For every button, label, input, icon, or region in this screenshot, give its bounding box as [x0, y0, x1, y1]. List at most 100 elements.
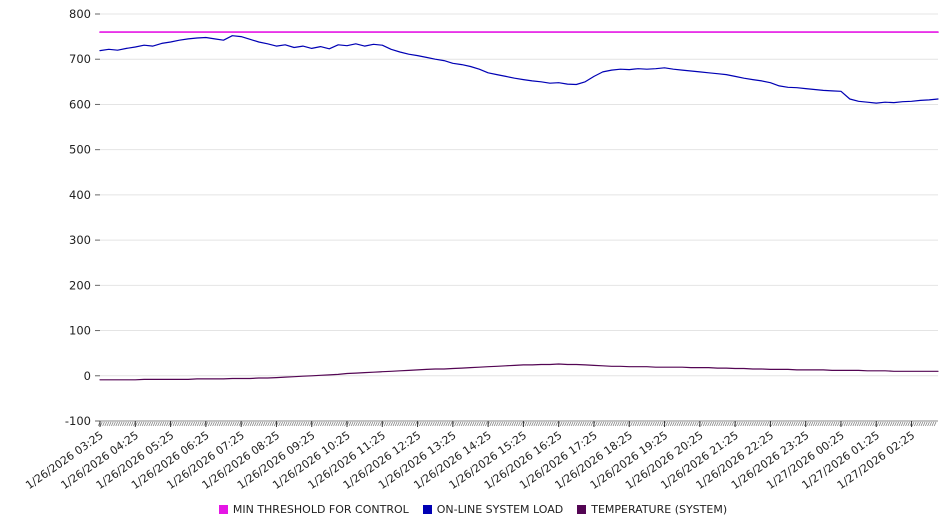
x-axis-minor-tick	[584, 421, 587, 427]
x-axis-minor-tick	[654, 421, 657, 427]
x-axis-minor-tick	[713, 421, 717, 427]
x-axis-minor-tick	[128, 421, 132, 427]
x-axis-minor-tick	[843, 421, 847, 427]
x-axis-minor-tick	[218, 421, 222, 427]
x-axis-minor-tick	[216, 421, 220, 427]
x-axis-minor-tick	[194, 421, 198, 427]
x-axis-minor-tick	[656, 421, 660, 427]
x-axis-minor-tick	[773, 421, 776, 427]
x-axis-minor-tick	[361, 421, 365, 427]
x-axis-minor-tick	[344, 421, 347, 427]
x-axis-minor-tick	[480, 421, 484, 427]
x-axis-minor-tick	[509, 421, 512, 427]
x-axis-minor-tick	[771, 421, 774, 427]
x-axis-minor-tick	[469, 421, 473, 427]
x-axis-minor-tick	[126, 421, 129, 427]
x-axis-minor-tick	[933, 421, 937, 427]
x-axis-minor-tick	[271, 421, 275, 427]
x-axis-minor-tick	[273, 421, 277, 427]
x-axis-minor-tick	[104, 421, 107, 427]
x-axis-minor-tick	[799, 421, 803, 427]
x-axis-minor-tick	[106, 421, 110, 427]
x-axis-minor-tick	[542, 421, 545, 427]
x-axis-minor-tick	[117, 421, 121, 427]
x-axis-minor-tick	[355, 421, 358, 427]
x-axis-minor-tick	[755, 421, 759, 427]
x-axis-minor-tick	[375, 421, 378, 427]
x-axis-minor-tick	[661, 421, 664, 427]
x-axis-minor-tick	[458, 421, 462, 427]
x-axis-minor-tick	[625, 421, 629, 427]
x-axis-minor-tick	[441, 421, 444, 427]
y-tick-label: 300	[69, 233, 91, 247]
x-axis-minor-tick	[823, 421, 827, 427]
x-axis-minor-tick	[889, 421, 893, 427]
x-axis-minor-tick	[254, 421, 257, 427]
x-axis-minor-tick	[141, 421, 145, 427]
x-axis-minor-tick	[353, 421, 356, 427]
x-axis-minor-tick	[643, 421, 646, 427]
x-axis-minor-tick	[471, 421, 475, 427]
x-axis-minor-tick	[119, 421, 123, 427]
x-axis-minor-tick	[665, 421, 668, 427]
x-axis-minor-tick	[300, 421, 303, 427]
x-axis-minor-tick	[581, 421, 585, 427]
x-axis-minor-tick	[883, 421, 886, 427]
x-axis-minor-tick	[720, 421, 723, 427]
x-axis-minor-tick	[434, 421, 437, 427]
x-axis-minor-tick	[289, 421, 292, 427]
x-axis-minor-tick	[738, 421, 741, 427]
x-axis-minor-tick	[166, 421, 169, 427]
x-axis-minor-tick	[383, 421, 387, 427]
x-axis-minor-tick	[421, 421, 424, 427]
x-axis-minor-tick	[348, 421, 352, 427]
x-axis-minor-tick	[287, 421, 290, 427]
x-axis-minor-tick	[599, 421, 602, 427]
x-axis-minor-tick	[562, 421, 565, 427]
x-axis-minor-tick	[623, 421, 627, 427]
x-axis-minor-tick	[790, 421, 794, 427]
x-axis-minor-tick	[817, 421, 820, 427]
x-axis-minor-tick	[588, 421, 591, 427]
x-axis-minor-tick	[163, 421, 167, 427]
x-axis-minor-tick	[786, 421, 789, 427]
x-axis-minor-tick	[828, 421, 831, 427]
x-axis-minor-tick	[634, 421, 638, 427]
x-axis-minor-tick	[859, 421, 862, 427]
x-axis-minor-tick	[925, 421, 928, 427]
x-axis-minor-tick	[137, 421, 140, 427]
x-axis-minor-tick	[914, 421, 917, 427]
x-axis-minor-tick	[146, 421, 149, 427]
x-axis-minor-tick	[564, 421, 567, 427]
x-axis-minor-tick	[918, 421, 921, 427]
x-axis-minor-tick	[746, 421, 750, 427]
x-axis-minor-tick	[702, 421, 706, 427]
x-axis-minor-tick	[502, 421, 506, 427]
x-axis-minor-tick	[727, 421, 730, 427]
x-axis-minor-tick	[293, 421, 297, 427]
x-axis-minor-tick	[335, 421, 338, 427]
x-axis-minor-tick	[929, 421, 932, 427]
x-axis-minor-tick	[630, 421, 633, 427]
x-axis-minor-tick	[122, 421, 125, 427]
x-axis-minor-tick	[135, 421, 138, 427]
x-axis-minor-tick	[559, 421, 563, 427]
x-axis-minor-tick	[243, 421, 246, 427]
y-tick-label: 600	[69, 97, 91, 111]
legend-swatch-online-system-load	[422, 505, 432, 514]
x-axis-minor-tick	[793, 421, 796, 427]
x-axis-minor-tick	[777, 421, 781, 427]
x-axis-minor-tick	[260, 421, 264, 427]
x-axis-minor-tick	[476, 421, 479, 427]
x-axis-minor-tick	[922, 421, 926, 427]
x-axis-minor-tick	[306, 421, 310, 427]
x-axis-minor-tick	[696, 421, 699, 427]
x-axis-minor-tick	[124, 421, 127, 427]
x-axis-minor-tick	[100, 421, 103, 427]
x-axis-minor-tick	[108, 421, 112, 427]
x-axis-minor-tick	[463, 421, 466, 427]
x-axis-minor-tick	[731, 421, 734, 427]
x-axis-minor-tick	[900, 421, 904, 427]
